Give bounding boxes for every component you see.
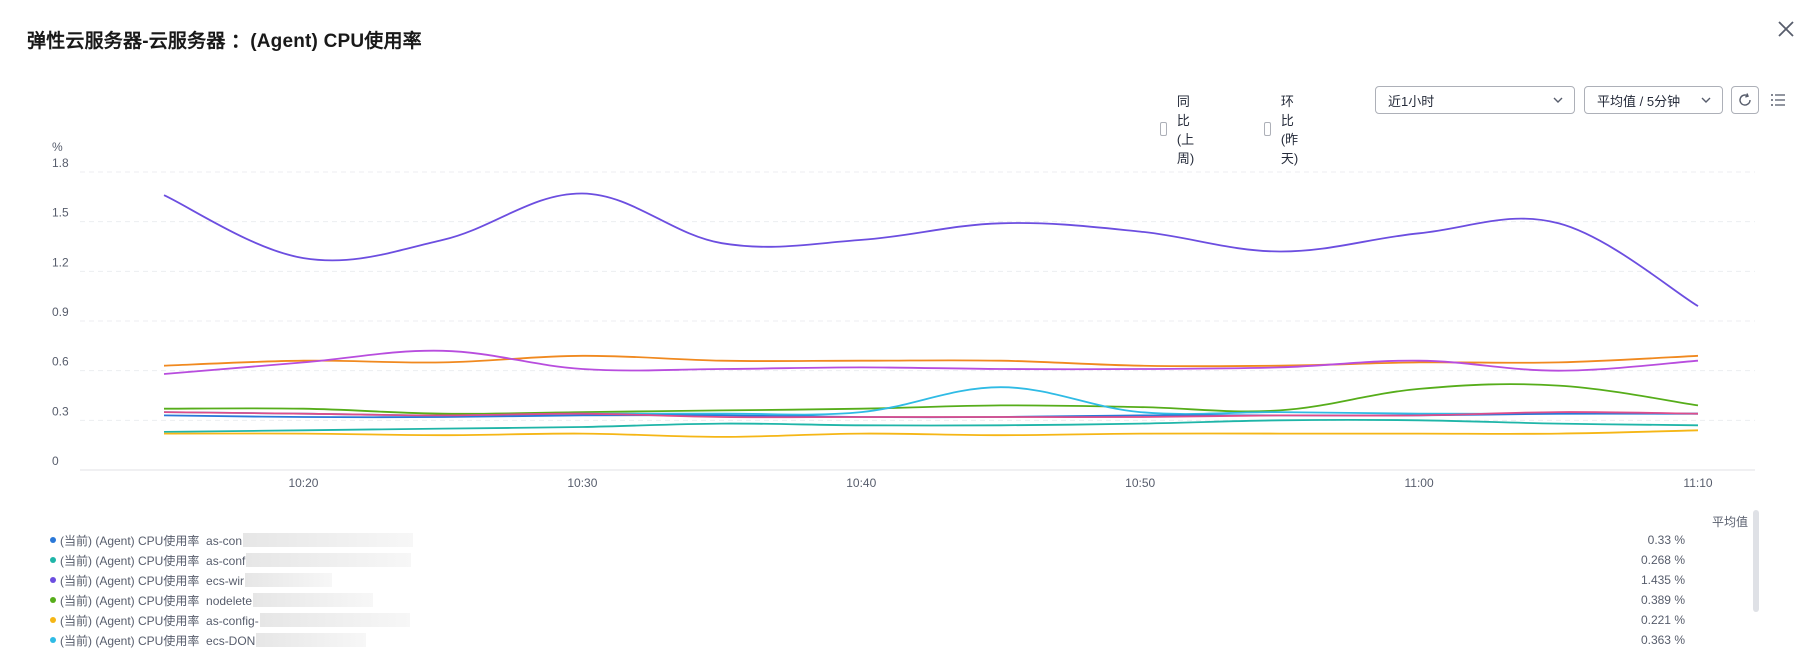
dialog-title: 弹性云服务器-云服务器 ：(Agent) CPU使用率 — [27, 31, 422, 52]
series-line-5 — [163, 386, 1698, 417]
legend-item-value: 0.389 % — [1640, 593, 1685, 607]
y-axis: % 0 0.3 0.6 0.9 1.2 1.5 1.8 — [52, 140, 69, 468]
compare-day-label: 环比(昨天) — [1280, 94, 1299, 166]
aggregation-value: 平均值 / 5分钟 — [1597, 93, 1681, 109]
compare-day-checkbox[interactable]: 环比(昨天) — [1264, 91, 1305, 167]
checkbox-box[interactable] — [1160, 122, 1167, 136]
legend-scrollbar[interactable] — [1753, 510, 1759, 612]
aggregation-select[interactable]: 平均值 / 5分钟 — [1584, 86, 1723, 114]
series-line-7 — [163, 411, 1699, 419]
legend-item-value: 0.221 % — [1640, 613, 1685, 627]
legend-item-label: (当前) (Agent) CPU使用率 nodelete — [60, 593, 253, 608]
y-axis-unit: % — [52, 140, 63, 154]
chart-series — [163, 192, 1699, 438]
legend-color-dot — [50, 617, 56, 623]
legend-name-redaction — [246, 553, 412, 567]
series-line-4 — [163, 383, 1699, 415]
legend-name-redaction — [256, 633, 367, 647]
refresh-button[interactable] — [1731, 86, 1759, 114]
legend-item-label: (当前) (Agent) CPU使用率 as-config- — [60, 613, 259, 628]
x-axis: 10:20 10:30 10:40 10:50 11:00 11:10 — [288, 476, 1712, 490]
legend-name-redaction — [259, 613, 410, 627]
legend-item-label: (当前) (Agent) CPU使用率 ecs-DON — [60, 633, 256, 648]
legend-item[interactable]: (当前) (Agent) CPU使用率 as-config- 0.221 % — [50, 610, 1750, 630]
chevron-down-icon — [1553, 97, 1563, 103]
legend-item[interactable]: (当前) (Agent) CPU使用率 ecs-wir 1.435 % — [50, 570, 1750, 590]
legend-name-redaction — [243, 533, 414, 547]
legend-item-label: (当前) (Agent) CPU使用率 as-con — [60, 533, 243, 548]
y-tick-label: 1.5 — [52, 206, 69, 220]
series-line-3 — [163, 349, 1699, 375]
series-line-8 — [163, 418, 1699, 433]
chart-legend: (当前) (Agent) CPU使用率 as-con 0.33 % (当前) (Ag… — [50, 530, 1750, 650]
close-icon[interactable] — [1773, 16, 1799, 42]
x-tick-label: 11:10 — [1683, 476, 1712, 490]
legend-item-value: 0.33 % — [1647, 533, 1685, 547]
cpu-usage-chart: % 0 0.3 0.6 0.9 1.2 1.5 1.8 10:20 10:30 10:40 10:5… — [52, 140, 1755, 490]
legend-color-dot — [50, 597, 56, 603]
legend-item-value: 0.268 % — [1640, 553, 1685, 567]
time-range-value: 近1小时 — [1388, 93, 1435, 109]
legend-item[interactable]: (当前) (Agent) CPU使用率 nodelete 0.389 % — [50, 590, 1750, 610]
series-line-1 — [163, 192, 1699, 307]
legend-color-dot — [50, 577, 56, 583]
legend-item-label: (当前) (Agent) CPU使用率 as-conf — [60, 553, 246, 568]
legend-value-header: 平均值 — [1711, 515, 1748, 529]
time-range-select[interactable]: 近1小时 — [1375, 86, 1575, 114]
series-line-2 — [163, 354, 1699, 368]
legend-item-value: 1.435 % — [1640, 573, 1685, 587]
legend-name-redaction — [253, 593, 374, 607]
y-tick-label: 0.9 — [52, 305, 69, 319]
series-line-9 — [163, 429, 1699, 438]
legend-item[interactable]: (当前) (Agent) CPU使用率 as-conf 0.268 % — [50, 550, 1750, 570]
x-tick-label: 10:50 — [1125, 476, 1155, 490]
checkbox-box[interactable] — [1264, 122, 1271, 136]
compare-week-checkbox[interactable]: 同比(上周) — [1160, 91, 1201, 167]
chevron-down-icon — [1701, 97, 1711, 103]
legend-item[interactable]: (当前) (Agent) CPU使用率 as-con 0.33 % — [50, 530, 1750, 550]
y-tick-label: 0.6 — [52, 355, 69, 369]
legend-color-dot — [50, 637, 56, 643]
list-icon[interactable] — [1770, 92, 1786, 108]
legend-item-label: (当前) (Agent) CPU使用率 ecs-wir — [60, 573, 245, 588]
x-tick-label: 10:40 — [846, 476, 876, 490]
legend-color-dot — [50, 557, 56, 563]
y-tick-label: 0.3 — [52, 404, 69, 418]
y-tick-label: 1.2 — [52, 255, 69, 269]
x-tick-label: 11:00 — [1405, 476, 1434, 490]
x-tick-label: 10:20 — [288, 476, 318, 490]
refresh-icon — [1739, 93, 1751, 106]
y-tick-label: 1.8 — [52, 156, 69, 170]
chart-grid — [80, 171, 1755, 471]
legend-item[interactable]: (当前) (Agent) CPU使用率 ecs-DON 0.363 % — [50, 630, 1750, 650]
compare-week-label: 同比(上周) — [1176, 94, 1195, 166]
legend-item-value: 0.363 % — [1640, 633, 1685, 647]
legend-name-redaction — [245, 573, 333, 587]
legend-color-dot — [50, 537, 56, 543]
x-tick-label: 10:30 — [567, 476, 597, 490]
y-tick-label: 0 — [52, 454, 59, 468]
